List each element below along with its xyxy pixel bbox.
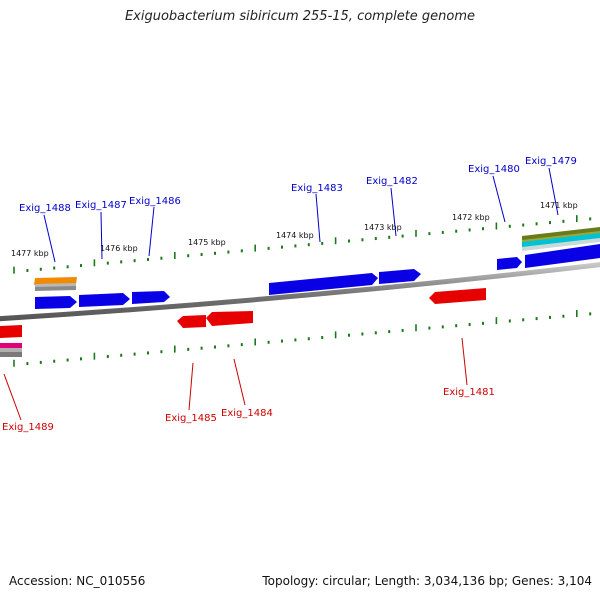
feature-bars-far-left: [0, 343, 22, 357]
gene-label[interactable]: Exig_1481: [443, 387, 495, 398]
forward-leader-lines: [43, 167, 559, 263]
genome-backbone: [0, 262, 600, 322]
gene-label[interactable]: Exig_1480: [468, 164, 520, 175]
gene-label[interactable]: Exig_1484: [221, 408, 273, 419]
gene-arrow[interactable]: [379, 269, 421, 284]
gene-label[interactable]: Exig_1487: [75, 200, 127, 211]
scale-label: 1473 kbp: [364, 223, 402, 232]
scale-label: 1476 kbp: [100, 244, 138, 253]
reverse-leader-lines: [3, 337, 468, 421]
gene-arrow[interactable]: [206, 311, 253, 326]
accession-text: Accession: NC_010556: [9, 574, 146, 588]
gene-arrow[interactable]: [35, 296, 77, 309]
reverse-gene-labels: Exig_1489 Exig_1485 Exig_1484 Exig_1481: [2, 387, 495, 433]
outer-tick-track: [13, 215, 592, 274]
gene-arrow[interactable]: [497, 257, 522, 270]
gene-label[interactable]: Exig_1485: [165, 413, 217, 424]
scale-label: 1471 kbp: [540, 201, 578, 210]
gene-arrow[interactable]: [79, 293, 130, 307]
scale-label: 1472 kbp: [452, 213, 490, 222]
gene-arrow[interactable]: [0, 325, 22, 338]
gene-label[interactable]: Exig_1486: [129, 196, 181, 207]
forward-gene-labels: Exig_1488 Exig_1487 Exig_1486 Exig_1483 …: [19, 156, 577, 214]
scale-labels: 1477 kbp 1476 kbp 1475 kbp 1474 kbp 1473…: [11, 201, 578, 258]
feature-bars-right: [522, 227, 600, 251]
feature-bars-left: [34, 277, 77, 291]
forward-gene-track: [35, 244, 600, 309]
scale-label: 1474 kbp: [276, 231, 314, 240]
map-title: Exiguobacterium sibiricum 255-15, comple…: [124, 9, 476, 24]
gene-label[interactable]: Exig_1483: [291, 183, 343, 194]
gene-label[interactable]: Exig_1489: [2, 422, 54, 433]
inner-tick-track: [13, 310, 592, 367]
topology-text: Topology: circular; Length: 3,034,136 bp…: [262, 574, 592, 588]
gene-arrow[interactable]: [177, 315, 206, 328]
gene-arrow[interactable]: [429, 288, 486, 304]
scale-label: 1477 kbp: [11, 249, 49, 258]
gene-label[interactable]: Exig_1482: [366, 176, 418, 187]
gene-arrow[interactable]: [132, 291, 170, 304]
reverse-gene-track: [0, 288, 486, 338]
gene-arrow[interactable]: [525, 244, 600, 268]
scale-label: 1475 kbp: [188, 238, 226, 247]
gene-label[interactable]: Exig_1479: [525, 156, 577, 167]
gene-arrow[interactable]: [269, 273, 378, 295]
gene-label[interactable]: Exig_1488: [19, 203, 71, 214]
